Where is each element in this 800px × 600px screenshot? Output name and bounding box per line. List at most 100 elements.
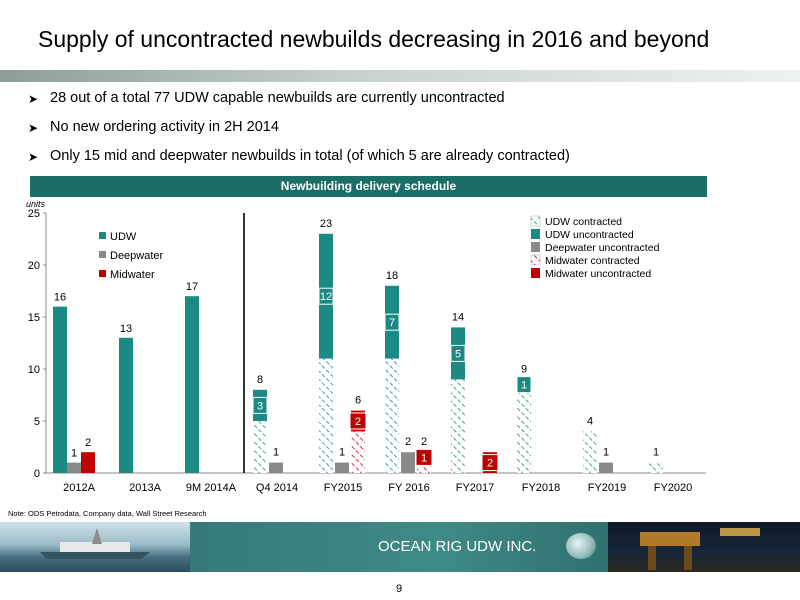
legend-label: Midwater uncontracted [545, 268, 651, 280]
data-label: 23 [320, 218, 332, 230]
midwater-contracted-bar [417, 462, 431, 473]
x-tick-label: FY 2016 [388, 482, 429, 494]
udw-bar [185, 296, 199, 473]
data-label-box [349, 412, 367, 430]
data-label-box [450, 344, 466, 362]
legend-swatch [531, 229, 540, 239]
data-label: 12 [320, 291, 332, 303]
y-tick-label: 5 [34, 416, 40, 428]
legend-swatch [99, 232, 106, 239]
data-label: 1 [273, 447, 279, 459]
legend-label: UDW [110, 231, 137, 243]
data-label-box [252, 396, 268, 414]
deepwater-uncontracted-bar [401, 452, 415, 473]
rig-deck [640, 532, 700, 546]
data-label: 16 [54, 292, 66, 304]
data-label: 13 [120, 323, 132, 335]
deepwater-bar [67, 462, 81, 473]
data-label: 8 [257, 374, 263, 386]
y-axis-label: units [26, 199, 46, 209]
udw-bar [53, 306, 67, 473]
data-label: 1 [521, 380, 527, 392]
x-tick-label: FY2019 [588, 482, 627, 494]
source-note: Note: ODS Petrodata, Company data, Wall … [8, 509, 207, 518]
legend-label: UDW uncontracted [545, 229, 634, 241]
data-label: 2 [85, 437, 91, 449]
udw-contracted-bar [319, 358, 333, 473]
data-label: 2 [355, 416, 361, 428]
udw-contracted-bar [451, 379, 465, 473]
drillship-hull [40, 552, 150, 559]
y-tick-label: 0 [34, 468, 40, 480]
chart-header: Newbuilding delivery schedule [30, 176, 707, 197]
y-tick-label: 20 [28, 260, 40, 272]
legend-swatch [530, 215, 541, 227]
data-label: 2 [421, 436, 427, 448]
x-tick-label: FY2015 [324, 482, 363, 494]
data-label: 17 [186, 281, 198, 293]
legend-swatch [531, 242, 540, 252]
data-label: 18 [386, 270, 398, 282]
midwater-bar [81, 452, 95, 473]
page-number: 9 [396, 583, 403, 595]
legend-label: Deepwater [110, 250, 164, 262]
x-tick-label: Q4 2014 [256, 482, 298, 494]
x-tick-label: 9M 2014A [186, 482, 237, 494]
legend-label: Midwater [110, 269, 155, 281]
bullet-item: ➤ Only 15 mid and deepwater newbuilds in … [28, 148, 570, 177]
data-label: 4 [587, 415, 593, 427]
data-label: 2 [487, 458, 493, 470]
rig-photo [608, 522, 800, 572]
data-label: 1 [421, 452, 427, 464]
data-label-box [481, 454, 499, 472]
udw-contracted-bar [385, 358, 399, 473]
data-label-box [516, 376, 532, 394]
bullet-text: Only 15 mid and deepwater newbuilds in t… [50, 148, 570, 164]
arrow-bullet-icon: ➤ [28, 150, 39, 164]
udw-contracted-bar [253, 421, 267, 473]
bullet-text: No new ordering activity in 2H 2014 [50, 119, 279, 135]
data-label-box [384, 313, 400, 331]
bullet-item: ➤ No new ordering activity in 2H 2014 [28, 119, 570, 148]
arrow-bullet-icon: ➤ [28, 121, 39, 135]
arrow-bullet-icon: ➤ [28, 92, 39, 106]
page-title: Supply of uncontracted newbuilds decreas… [38, 26, 710, 52]
legend-swatch [531, 268, 540, 278]
x-tick-label: FY2020 [654, 482, 693, 494]
data-label: 7 [389, 317, 395, 329]
data-label: 1 [339, 447, 345, 459]
deepwater-uncontracted-bar [599, 462, 613, 473]
rig-lights [720, 528, 760, 536]
y-tick-label: 15 [28, 312, 40, 324]
company-name: OCEAN RIG UDW INC. [378, 538, 537, 555]
bullet-item: ➤ 28 out of a total 77 UDW capable newbui… [28, 90, 570, 119]
bullet-text: 28 out of a total 77 UDW capable newbuil… [50, 90, 505, 106]
x-tick-label: FY2018 [522, 482, 561, 494]
data-label: 3 [257, 400, 263, 412]
legend-swatch [99, 270, 106, 277]
data-label: 5 [455, 348, 461, 360]
data-label: 14 [452, 311, 464, 323]
udw-contracted-bar [517, 389, 531, 473]
deepwater-uncontracted-bar [335, 462, 349, 473]
midwater-contracted-bar [351, 431, 365, 473]
udw-contracted-bar [583, 431, 597, 473]
y-tick-label: 10 [28, 364, 40, 376]
deepwater-uncontracted-bar [269, 462, 283, 473]
rig-leg [684, 546, 692, 570]
drillship-derrick [92, 528, 102, 544]
data-label: 1 [603, 447, 609, 459]
rig-leg [648, 546, 656, 570]
legend-label: Midwater contracted [545, 255, 640, 267]
legend-label: Deepwater uncontracted [545, 242, 660, 254]
legend-swatch [530, 254, 541, 266]
legend-swatch [99, 251, 106, 258]
data-label-box [318, 287, 334, 305]
x-tick-label: FY2017 [456, 482, 495, 494]
title-rule [0, 70, 800, 82]
data-label: 2 [405, 436, 411, 448]
bullet-list: ➤ 28 out of a total 77 UDW capable newbui… [28, 90, 570, 177]
legend-label: UDW contracted [545, 216, 622, 228]
data-label: 1 [653, 447, 659, 459]
